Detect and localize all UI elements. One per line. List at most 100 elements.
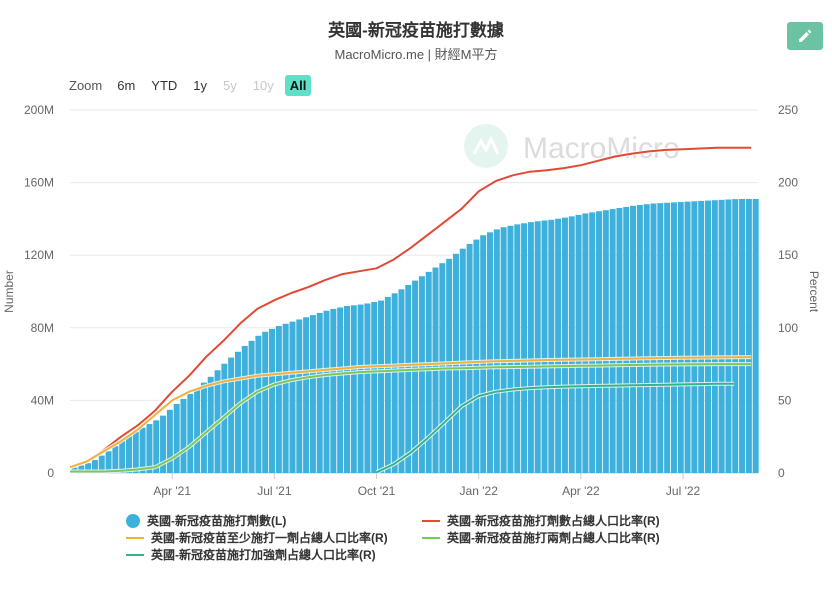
bar-series bbox=[71, 198, 759, 474]
bar bbox=[91, 459, 98, 473]
bar bbox=[725, 199, 732, 474]
left-axis-tick-label: 40M bbox=[31, 393, 54, 407]
bar bbox=[112, 446, 119, 473]
legend-line-icon bbox=[126, 536, 144, 539]
series-line-3 bbox=[70, 363, 752, 473]
bar bbox=[670, 202, 677, 474]
legend-label: 英國-新冠疫苗施打兩劑占總人口比率(R) bbox=[447, 531, 660, 545]
series-line-4 bbox=[376, 382, 735, 474]
bar bbox=[575, 214, 582, 474]
legend-item-doses-pct[interactable]: 英國-新冠疫苗施打劑數占總人口比率(R) bbox=[422, 512, 660, 529]
right-axis-tick-label: 250 bbox=[778, 103, 798, 117]
bar bbox=[200, 382, 207, 473]
bar bbox=[248, 340, 255, 473]
bar bbox=[357, 304, 364, 473]
bar bbox=[745, 198, 752, 473]
bar bbox=[609, 209, 616, 473]
zoom-10y-button[interactable]: 10y bbox=[252, 77, 274, 93]
right-axis-tick-label: 50 bbox=[778, 393, 792, 407]
bar bbox=[405, 284, 412, 473]
zoom-1y-button[interactable]: 1y bbox=[193, 77, 208, 93]
bar bbox=[466, 243, 473, 473]
right-axis-tick-label: 200 bbox=[778, 176, 798, 190]
bar bbox=[514, 224, 521, 473]
bar bbox=[296, 319, 303, 473]
bar bbox=[160, 415, 167, 473]
bar bbox=[391, 293, 398, 473]
bar bbox=[173, 404, 180, 473]
chart-subtitle: MacroMicro.me | 財經M平方 bbox=[334, 47, 498, 62]
legend-item-two-doses[interactable]: 英國-新冠疫苗施打兩劑占總人口比率(R) bbox=[422, 529, 660, 546]
bar bbox=[534, 221, 541, 473]
bar bbox=[194, 388, 201, 473]
left-axis-tick-label: 120M bbox=[24, 248, 54, 262]
bar bbox=[487, 232, 494, 473]
bar bbox=[309, 315, 316, 473]
bar bbox=[473, 239, 480, 473]
x-axis-tick-label: Oct '21 bbox=[358, 484, 396, 498]
legend-label: 英國-新冠疫苗施打劑數占總人口比率(R) bbox=[447, 514, 660, 528]
bar bbox=[85, 463, 92, 473]
bar bbox=[657, 203, 664, 473]
left-axis-tick-label: 80M bbox=[31, 321, 54, 335]
series-line-1 bbox=[69, 146, 752, 469]
chart-canvas: MacroMicro 0 40M 80M 120M 160M 200M 0 50 100 150 2… bbox=[2, 103, 821, 498]
x-axis-tick-label: Jan '22 bbox=[460, 484, 499, 498]
legend-label: 英國-新冠疫苗施打劑數(L) bbox=[147, 514, 287, 528]
bar bbox=[561, 217, 568, 473]
bar bbox=[527, 222, 534, 473]
bar bbox=[166, 409, 173, 473]
bar bbox=[739, 198, 746, 473]
bar bbox=[364, 303, 371, 473]
legend-label: 英國-新冠疫苗施打加強劑占總人口比率(R) bbox=[151, 548, 376, 562]
bar bbox=[548, 219, 555, 473]
bar bbox=[568, 216, 575, 473]
legend-line-icon bbox=[422, 536, 440, 539]
edit-button[interactable] bbox=[787, 22, 823, 50]
zoom-6m-button[interactable]: 6m bbox=[117, 77, 136, 93]
bar bbox=[187, 393, 194, 473]
right-axis-title: Percent bbox=[807, 271, 821, 313]
line-series bbox=[69, 145, 752, 475]
axes: 0 40M 80M 120M 160M 200M 0 50 100 150 200 250 Apr '2… bbox=[2, 103, 821, 498]
x-axis-tick-label: Apr '22 bbox=[562, 484, 600, 498]
bar bbox=[582, 213, 589, 473]
legend-item-doses[interactable]: 英國-新冠疫苗施打劑數(L) bbox=[126, 512, 286, 529]
bar bbox=[384, 296, 391, 473]
bar bbox=[125, 436, 132, 473]
bar bbox=[698, 200, 705, 473]
bar bbox=[718, 199, 725, 473]
zoom-bar: Zoom 6m YTD 1y 5y 10y All bbox=[69, 74, 317, 96]
bar bbox=[98, 455, 105, 473]
bar bbox=[493, 229, 500, 473]
bar bbox=[323, 310, 330, 473]
bar bbox=[78, 465, 85, 473]
bar bbox=[596, 211, 603, 474]
zoom-ytd-button[interactable]: YTD bbox=[151, 77, 178, 93]
bar bbox=[343, 306, 350, 473]
bar bbox=[337, 307, 344, 473]
zoom-5y-button[interactable]: 5y bbox=[223, 77, 237, 93]
bar bbox=[664, 202, 671, 473]
bar bbox=[316, 312, 323, 473]
bar bbox=[630, 205, 637, 473]
watermark: MacroMicro bbox=[464, 124, 680, 168]
bar bbox=[691, 201, 698, 473]
bar bbox=[616, 208, 623, 473]
bar bbox=[282, 323, 289, 473]
bar bbox=[350, 305, 357, 473]
bar bbox=[507, 225, 514, 473]
chart-title: 英國-新冠疫苗施打數據 bbox=[328, 21, 504, 40]
left-axis-title: Number bbox=[2, 270, 16, 313]
right-axis-tick-label: 150 bbox=[778, 248, 798, 262]
left-axis-tick-label: 200M bbox=[24, 103, 54, 117]
bar bbox=[303, 317, 310, 473]
bar bbox=[623, 206, 630, 473]
legend-label: 英國-新冠疫苗至少施打一劑占總人口比率(R) bbox=[151, 531, 388, 545]
legend-item-first-dose[interactable]: 英國-新冠疫苗至少施打一劑占總人口比率(R) bbox=[126, 529, 388, 546]
bar bbox=[446, 258, 453, 473]
bar bbox=[330, 308, 337, 473]
zoom-all-button[interactable]: All bbox=[284, 74, 312, 96]
x-axis-tick-label: Jul '22 bbox=[666, 484, 701, 498]
legend-item-booster[interactable]: 英國-新冠疫苗施打加強劑占總人口比率(R) bbox=[126, 546, 376, 563]
